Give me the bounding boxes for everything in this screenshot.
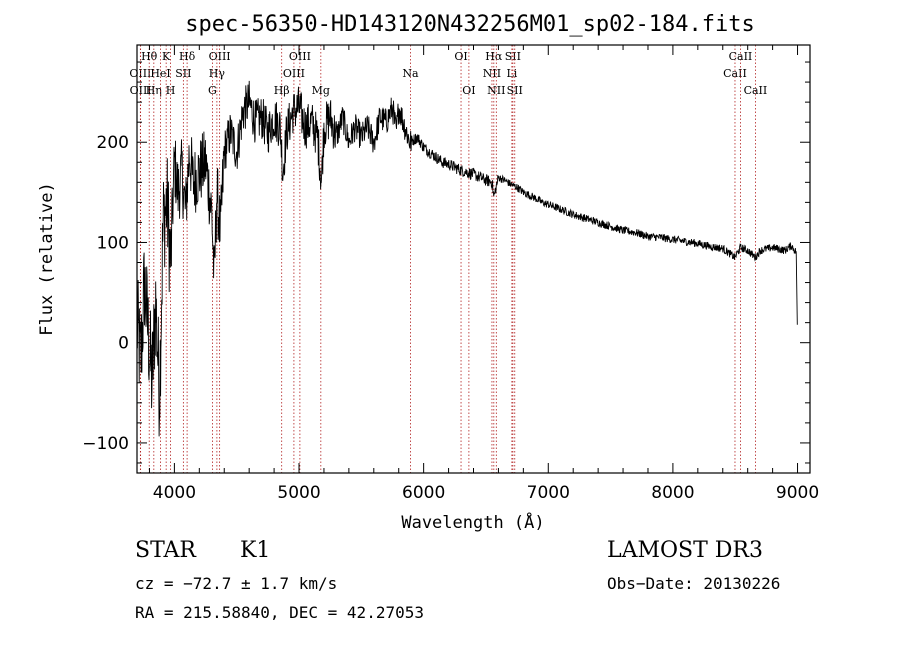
emission-line-label-27: CaII: [744, 84, 768, 97]
emission-lines: OIIIOIIIHθHηHeIKHSIIHδGHγOIIIHβOIIIOIIIM…: [129, 45, 767, 473]
emission-line-label-10: Hγ: [209, 67, 226, 80]
x-tick-label: 7000: [527, 483, 570, 503]
x-tick-label: 6000: [402, 483, 445, 503]
emission-line-label-23: SII: [505, 50, 521, 63]
emission-line-label-18: OI: [462, 84, 475, 97]
x-axis-label: Wavelength (Å): [401, 511, 544, 533]
emission-line-label-21: NII: [487, 84, 505, 97]
x-tick-label: 8000: [651, 483, 694, 503]
emission-line-label-8: Hδ: [179, 50, 196, 63]
emission-line-label-7: SII: [175, 67, 191, 80]
object-subclass: K1: [240, 538, 271, 563]
emission-line-label-3: Hη: [146, 84, 162, 97]
plot-frame: [136, 44, 811, 474]
y-tick-label: 200: [97, 133, 129, 153]
redshift-text: cz = −72.7 ± 1.7 km/s: [135, 574, 338, 593]
emission-line-label-6: H: [166, 84, 176, 97]
emission-line-label-19: NII: [483, 67, 501, 80]
emission-line-label-5: K: [162, 50, 171, 63]
y-tick-label: 100: [97, 233, 129, 253]
emission-line-label-2: Hθ: [141, 50, 158, 63]
emission-line-label-26: CaII: [729, 50, 753, 63]
emission-line-label-4: HeI: [150, 67, 170, 80]
emission-line-label-14: OIII: [289, 50, 311, 63]
x-tick-label: 9000: [776, 483, 819, 503]
emission-line-label-9: G: [208, 84, 217, 97]
emission-line-label-11: OIII: [209, 50, 231, 63]
y-axis-label: Flux (relative): [37, 182, 57, 336]
emission-line-label-1: OIII: [130, 84, 152, 97]
x-tick-label: 5000: [277, 483, 320, 503]
emission-line-label-17: OI: [454, 50, 467, 63]
emission-line-label-12: Hβ: [274, 84, 290, 97]
emission-line-label-15: Mg: [312, 84, 330, 97]
emission-line-label-16: Na: [402, 67, 419, 80]
emission-line-label-24: SII: [507, 84, 523, 97]
spectrum-line: [136, 80, 798, 437]
x-tick-label: 4000: [153, 483, 196, 503]
emission-line-label-20: Hα: [485, 50, 503, 63]
axis-ticks: 4000 5000 6000 7000 8000 9000 −100 0 100 200: [82, 45, 819, 503]
chart-title: spec-56350-HD143120N432256M01_sp02-184.f…: [185, 12, 755, 37]
spectrum-series: [136, 80, 798, 437]
object-class: STAR: [135, 538, 196, 563]
emission-line-label-22: Li: [506, 67, 517, 80]
y-tick-label: 0: [118, 334, 129, 354]
obs-date: Obs−Date: 20130226: [607, 574, 781, 593]
emission-line-label-25: CaII: [723, 67, 747, 80]
emission-line-label-13: OIII: [283, 67, 305, 80]
y-tick-label: −100: [82, 434, 129, 454]
survey-name: LAMOST DR3: [607, 538, 763, 563]
coordinates: RA = 215.58840, DEC = 42.27053: [135, 603, 424, 622]
